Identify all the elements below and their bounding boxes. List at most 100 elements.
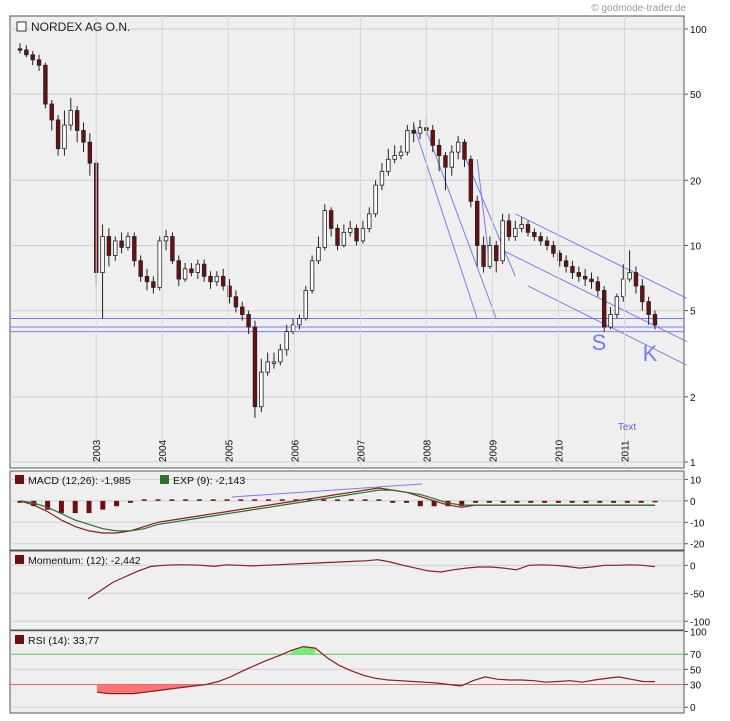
price-y-tick-label: 1 (690, 458, 696, 469)
candle-down (646, 301, 651, 315)
candle-down (354, 227, 359, 242)
price-candles (17, 43, 658, 418)
macd-histogram-bar (321, 499, 327, 501)
rsi-y-axis: 100 70 50 30 0 (684, 627, 707, 714)
candle-up (627, 272, 632, 280)
candle-up (398, 151, 404, 157)
candle-down (538, 236, 543, 242)
candle-up (100, 236, 105, 273)
candle-up (163, 236, 169, 242)
momentum-plot-area (9, 550, 685, 631)
candle-down (462, 141, 467, 160)
candle-up (341, 231, 347, 246)
macd-panel: 10 0 -10 -20 MACD (12,26): -1,985 EXP (9): … (9, 470, 705, 551)
candle-down (43, 64, 48, 105)
panel-y-tick-label: 0 (690, 497, 696, 508)
candle-down (55, 119, 61, 150)
price-y-tick-label: 50 (690, 90, 702, 101)
price-year-label: 2006 (290, 439, 301, 462)
macd-histogram-bar (252, 499, 258, 501)
candle-up (214, 275, 220, 283)
candle-down (246, 314, 251, 328)
macd-histogram-bar (141, 499, 147, 501)
price-year-label: 2011 (621, 440, 632, 462)
macd-plot-area (9, 470, 685, 551)
momentum-line (87, 559, 656, 600)
candle-down (602, 290, 607, 328)
macd-histogram-bar (500, 500, 506, 503)
candle-up (182, 268, 188, 280)
macd-histogram-bar (114, 500, 120, 507)
candle-down (233, 296, 239, 308)
candle-up (316, 246, 321, 262)
macd-histogram-bar (569, 500, 575, 503)
candle-up (322, 210, 327, 248)
candle-down (132, 236, 137, 262)
candle-down (328, 210, 334, 229)
candle-up (360, 227, 366, 242)
panel-y-tick-label: 0 (690, 561, 696, 572)
candle-up (284, 331, 289, 351)
exp-legend-swatch (160, 475, 169, 484)
candle-down (589, 278, 594, 283)
candle-down (220, 275, 226, 287)
macd-histogram-bar (404, 500, 410, 503)
macd-histogram-bar (473, 500, 479, 503)
candle-up (386, 158, 391, 172)
macd-histogram-bar (100, 500, 106, 510)
momentum-legend-label: Momentum: (12): -2,442 (28, 555, 141, 567)
price-y-tick-label: 5 (690, 307, 696, 318)
candle-up (405, 130, 410, 153)
price-year-label: 2009 (488, 439, 499, 462)
macd-histogram-bar (583, 500, 589, 503)
candle-down (551, 245, 556, 254)
panel-y-tick-label: 10 (690, 475, 702, 486)
macd-histogram-bar (611, 500, 617, 503)
macd-histogram-bar (638, 500, 644, 503)
candle-down (335, 227, 340, 246)
macd-histogram-bar (45, 500, 51, 510)
candle-down (582, 275, 588, 280)
downtrend-channel-outer (527, 285, 687, 366)
macd-histogram-bar (86, 500, 92, 514)
candle-down (443, 155, 448, 168)
macd-histogram-bar (390, 500, 396, 503)
macd-histogram-bar (348, 499, 354, 501)
trend-channel-line (413, 124, 478, 319)
rsi-legend-swatch (15, 635, 24, 644)
macd-histogram-bar (335, 499, 340, 501)
macd-histogram-bar (542, 500, 548, 503)
candle-down (595, 281, 601, 291)
candle-down (411, 130, 416, 134)
price-year-label: 2004 (158, 439, 169, 462)
momentum-y-axis: 0 -50 -100 (684, 561, 710, 628)
price-year-label: 2010 (554, 439, 565, 462)
candle-down (189, 268, 194, 273)
price-y-axis: 100 50 20 10 5 2 1 (684, 25, 707, 469)
candle-up (487, 245, 493, 267)
macd-histogram-bar (155, 499, 161, 501)
candle-down (81, 130, 86, 143)
candle-down (49, 103, 54, 121)
candle-up (309, 260, 315, 291)
candle-down (208, 275, 213, 283)
macd-trendline (231, 483, 423, 498)
candle-up (455, 141, 461, 153)
price-chart-title: NORDEX AG O.N. (31, 20, 130, 34)
macd-histogram-bar (72, 500, 78, 514)
panel-y-tick-label: 100 (690, 627, 707, 638)
macd-histogram-bar (652, 500, 658, 503)
candle-up (513, 227, 518, 237)
panel-y-tick-label: 50 (690, 665, 702, 676)
momentum-legend-swatch (15, 555, 24, 564)
price-y-tick-label: 10 (690, 241, 702, 252)
candle-down (633, 272, 639, 287)
candle-down (544, 240, 550, 246)
annotation-s: S (592, 330, 607, 355)
candle-down (640, 285, 645, 303)
panel-y-tick-label: -10 (690, 518, 705, 529)
candle-up (347, 227, 353, 233)
price-year-label: 2008 (422, 439, 433, 462)
title-checkbox-icon[interactable] (16, 21, 27, 32)
